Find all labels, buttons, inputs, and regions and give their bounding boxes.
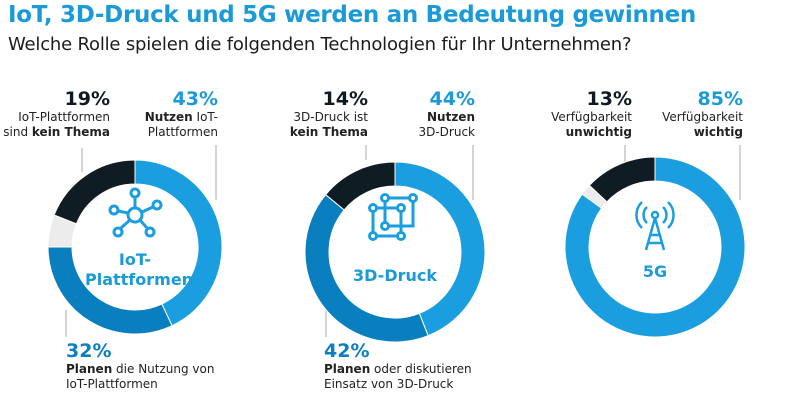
network-hub-icon [108, 187, 163, 238]
page-subtitle: Welche Rolle spielen die folgenden Techn… [8, 34, 632, 55]
label-3d-planen: 42% Planen oder diskutieren Einsatz von … [324, 340, 472, 391]
label-3d-kein-thema: 14% 3D-Druck ist kein Thema [289, 88, 368, 139]
center-label-5g: 5G [642, 262, 668, 281]
donut-segment-kein_thema [588, 156, 656, 203]
antenna-icon [635, 201, 675, 251]
center-label-3d: 3D-Druck [352, 266, 438, 285]
label-5g-wichtig: 85% Verfügbarkeit wichtig [662, 88, 743, 139]
donut-segment-kein_thema [53, 159, 136, 225]
center-label-iot: IoT-Plattformen [85, 250, 194, 289]
donut-segment-planen [304, 193, 429, 343]
label-3d-nutzen: 44% Nutzen 3D-Druck [418, 88, 475, 139]
page-title: IoT, 3D-Druck und 5G werden an Bedeutung… [8, 2, 696, 28]
label-iot-kein-thema: 19% IoT-Plattformen sind kein Thema [3, 88, 110, 139]
cube-icon [368, 193, 418, 241]
donut-segment-nutzen [394, 161, 486, 337]
label-5g-unwichtig: 13% Verfügbarkeit unwichtig [551, 88, 632, 139]
label-iot-planen: 32% Planen die Nutzung von IoT-Plattform… [66, 340, 215, 391]
label-iot-nutzen: 43% Nutzen IoT- Plattformen [144, 88, 218, 139]
donut-segment-nutzen [134, 159, 223, 327]
donut-segment-kein_thema [324, 161, 396, 211]
donut-segment-nutzen [564, 156, 746, 338]
